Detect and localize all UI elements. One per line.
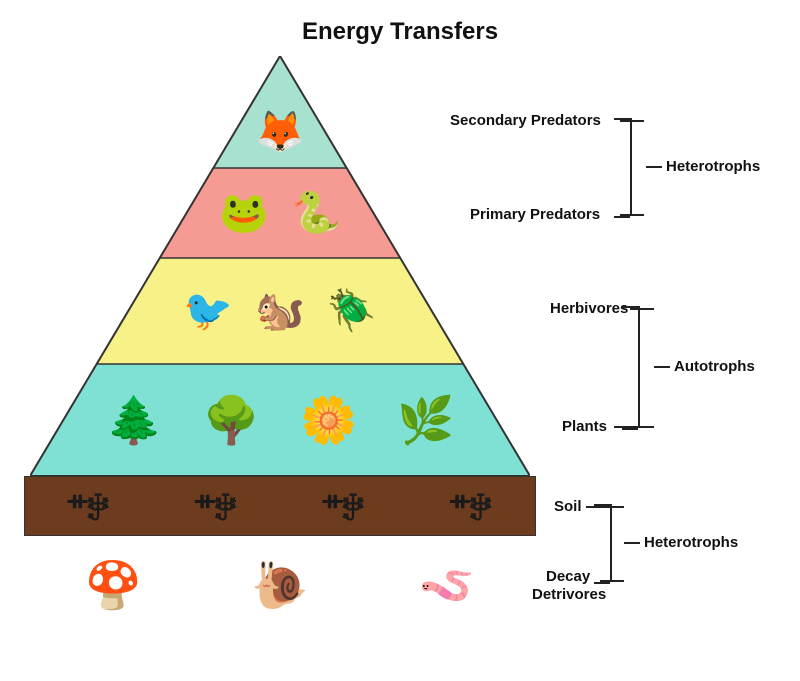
bird-icon: 🐦 xyxy=(183,291,233,331)
conifer-icon: 🌲 xyxy=(105,397,162,443)
bracket-autotrophs xyxy=(638,306,640,428)
soil-band: ᚑ𓇗 ᚑ𓇗 ᚑ𓇗 ᚑ𓇗 xyxy=(24,476,536,536)
fox-icon: 🦊 xyxy=(255,112,305,152)
group-label-autotrophs: Autotrophs xyxy=(674,358,755,375)
squirrel-icon: 🐿️ xyxy=(255,291,305,331)
bracket-tick xyxy=(654,366,670,368)
bracket-tick xyxy=(630,308,654,310)
label-decay: Decay xyxy=(546,568,590,585)
roots-icon: ᚑ𓇗 xyxy=(451,485,492,527)
level-primary-predators: 🐸 🐍 xyxy=(30,168,530,258)
labels-panel: Secondary Predators Primary Predators He… xyxy=(530,56,790,656)
bracket-tick xyxy=(624,542,640,544)
mushroom-icon: 🍄 xyxy=(85,562,142,608)
group-label-heterotrophs-2: Heterotrophs xyxy=(644,534,738,551)
label-secondary-predators: Secondary Predators xyxy=(450,112,601,129)
tree-icon: 🌳 xyxy=(203,397,260,443)
label-soil: Soil xyxy=(554,498,582,515)
roots-icon: ᚑ𓇗 xyxy=(323,485,364,527)
pyramid-stage: 🦊 🐸 🐍 🐦 🐿️ 🪲 🌲 🌳 🌼 🌿 xyxy=(30,56,530,576)
level-herbivores: 🐦 🐿️ 🪲 xyxy=(30,258,530,364)
roots-icon: ᚑ𓇗 xyxy=(68,485,109,527)
bracket-heterotrophs-bottom xyxy=(610,504,612,582)
label-herbivores: Herbivores xyxy=(550,300,628,317)
decomposers-row: 🍄 🐌 🪱 xyxy=(30,550,530,620)
herb-icon: 🌿 xyxy=(397,397,454,443)
bracket-tick xyxy=(620,120,644,122)
level-plants: 🌲 🌳 🌼 🌿 xyxy=(30,364,530,476)
bracket-tick xyxy=(586,506,624,508)
label-primary-predators: Primary Predators xyxy=(470,206,600,223)
snail-icon: 🐌 xyxy=(251,562,308,608)
page-title: Energy Transfers xyxy=(0,18,800,46)
frog-icon: 🐸 xyxy=(219,193,269,233)
worm-icon: 🪱 xyxy=(418,562,475,608)
label-detrivores: Detrivores xyxy=(532,586,606,603)
roots-icon: ᚑ𓇗 xyxy=(196,485,237,527)
flower-icon: 🌼 xyxy=(300,397,357,443)
group-label-heterotrophs-1: Heterotrophs xyxy=(666,158,760,175)
beetle-icon: 🪲 xyxy=(327,291,377,331)
bracket-tick xyxy=(646,166,662,168)
bracket-heterotrophs-top xyxy=(630,118,632,216)
label-plants: Plants xyxy=(562,418,607,435)
snake-icon: 🐍 xyxy=(291,193,341,233)
